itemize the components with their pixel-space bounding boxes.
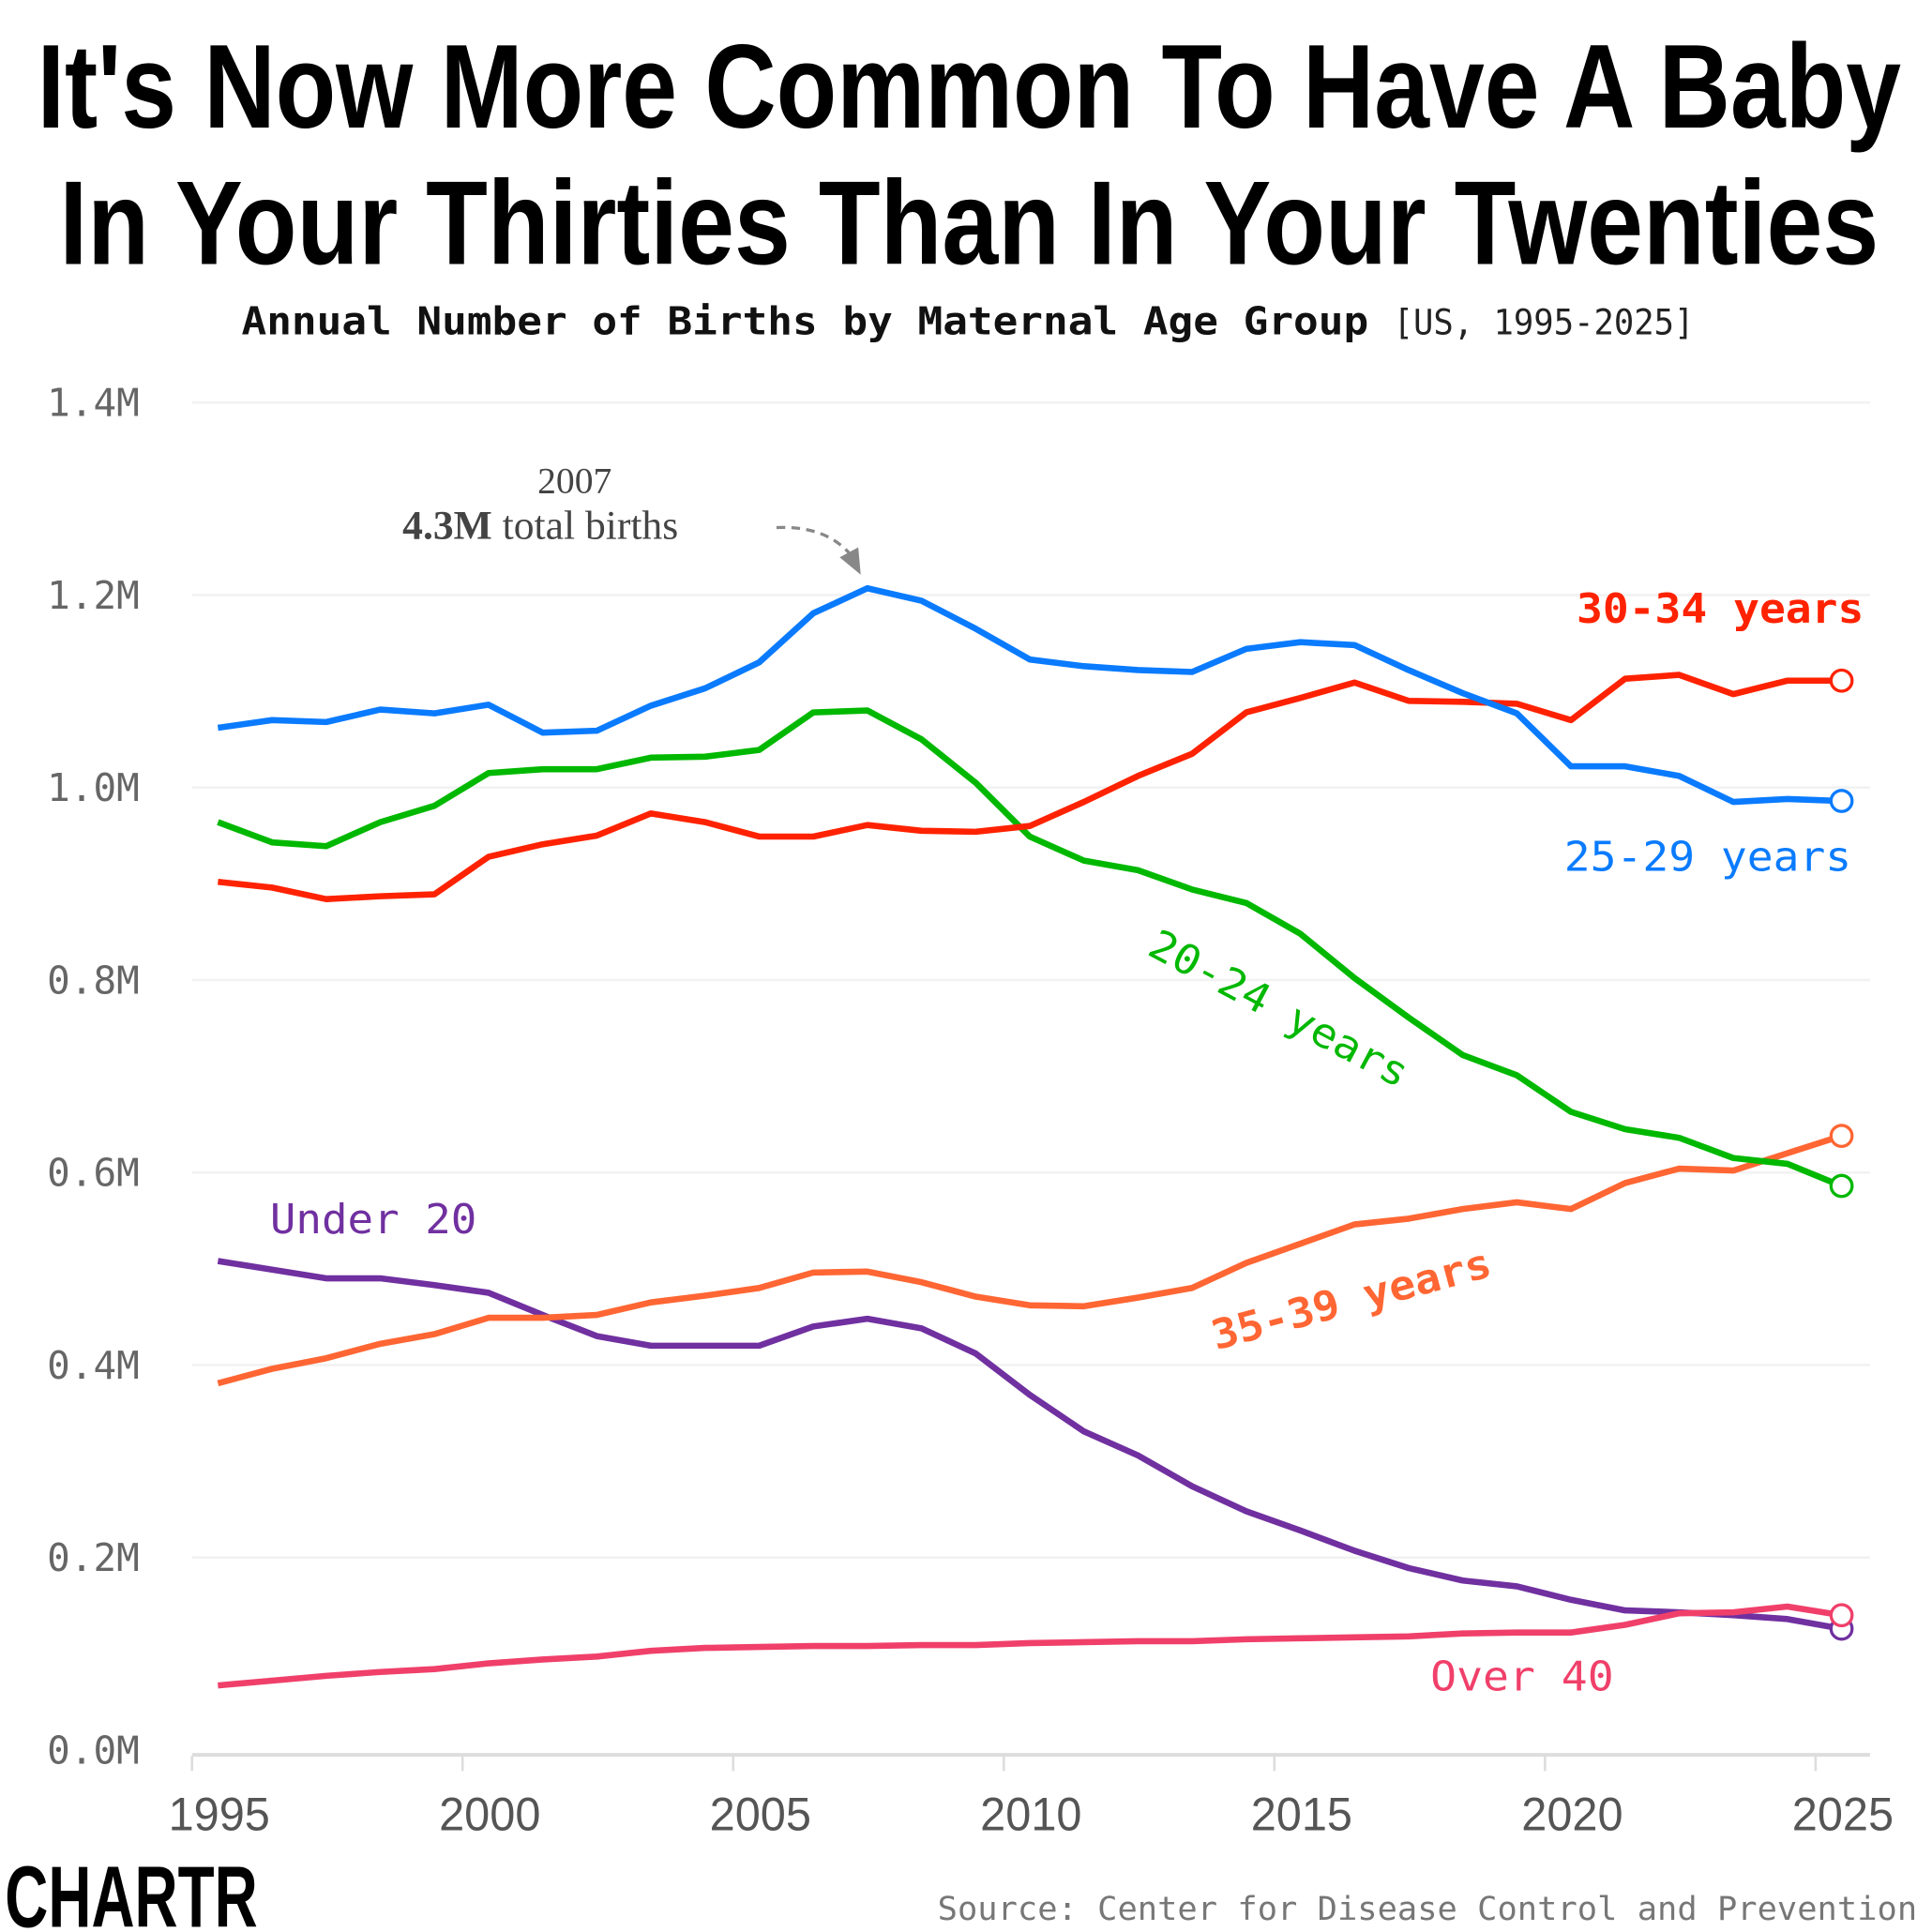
label-over-40: Over 40 — [1430, 1654, 1613, 1701]
annotation-arrow — [776, 525, 856, 561]
subtitle: Annual Number of Births by Maternal Age … — [242, 299, 1369, 344]
label-under-20: Under 20 — [270, 1197, 477, 1244]
series-line-35-39-years — [217, 1133, 1843, 1387]
y-tick-label: 0.8M — [47, 958, 140, 1003]
x-tick-label: 2025 — [1792, 1789, 1894, 1841]
annotation-arrowhead — [839, 547, 861, 575]
series-line-under-20 — [217, 1258, 1843, 1632]
label-35-39: 35-39 years — [1207, 1240, 1497, 1360]
annotation-value: 4.3M — [402, 503, 492, 548]
y-tick-label: 1.2M — [47, 573, 140, 618]
x-axis: 1995 2000 2005 2010 2015 2020 2025 — [169, 1753, 1894, 1841]
title-line-1: It's Now More Common To Have A Baby — [38, 20, 1901, 153]
annotation-total: 4.3M total births — [402, 503, 678, 548]
annotation-year: 2007 — [537, 460, 611, 502]
annotation-text: total births — [492, 503, 678, 548]
y-tick-label: 1.0M — [47, 765, 140, 810]
y-tick-label: 0.4M — [47, 1343, 140, 1388]
y-tick-label: 0.0M — [47, 1728, 140, 1773]
end-marker-35-39-years — [1829, 1124, 1854, 1149]
x-tick-label: 2010 — [980, 1789, 1081, 1841]
label-30-34: 30-34 years — [1577, 586, 1864, 633]
title-line-2: In Your Thirties Than In Your Twenties — [59, 156, 1879, 289]
x-tick-label: 2005 — [710, 1789, 811, 1841]
chartr-logo: CHARTR — [5, 1849, 257, 1932]
series-line-25-29-years — [217, 584, 1842, 806]
end-marker-over-40 — [1829, 1603, 1854, 1628]
y-tick-label: 1.4M — [47, 381, 140, 426]
source-note: Source: Center for Disease Control and P… — [938, 1891, 1918, 1928]
end-marker-25-29-years — [1829, 789, 1854, 813]
x-tick-label: 2000 — [439, 1789, 540, 1841]
series-line-over-40 — [218, 1603, 1843, 1689]
series-labels: 30-34 years 25-29 years 20-24 years Unde… — [270, 586, 1864, 1700]
y-tick-label: 0.6M — [47, 1151, 140, 1196]
annotation-2007: 2007 4.3M total births — [402, 460, 861, 575]
series-line-30-34-years — [218, 672, 1842, 903]
x-tick-label: 2020 — [1521, 1789, 1623, 1841]
x-tick-label: 1995 — [169, 1789, 270, 1841]
y-tick-label: 0.2M — [47, 1535, 140, 1580]
label-25-29: 25-29 years — [1564, 834, 1851, 881]
end-marker-20-24-years — [1829, 1173, 1854, 1199]
label-20-24: 20-24 years — [1140, 921, 1416, 1097]
y-axis: 0.0M 0.2M 0.4M 0.6M 0.8M 1.0M 1.2M 1.4M — [47, 381, 140, 1774]
subtitle-range: [US, 1995-2025] — [1394, 303, 1695, 343]
series-lines — [217, 584, 1854, 1689]
gridlines — [191, 400, 1870, 1559]
x-tick-label: 2015 — [1251, 1789, 1352, 1841]
end-marker-30-34-years — [1829, 668, 1854, 693]
series-line-20-24-years — [217, 707, 1843, 1189]
